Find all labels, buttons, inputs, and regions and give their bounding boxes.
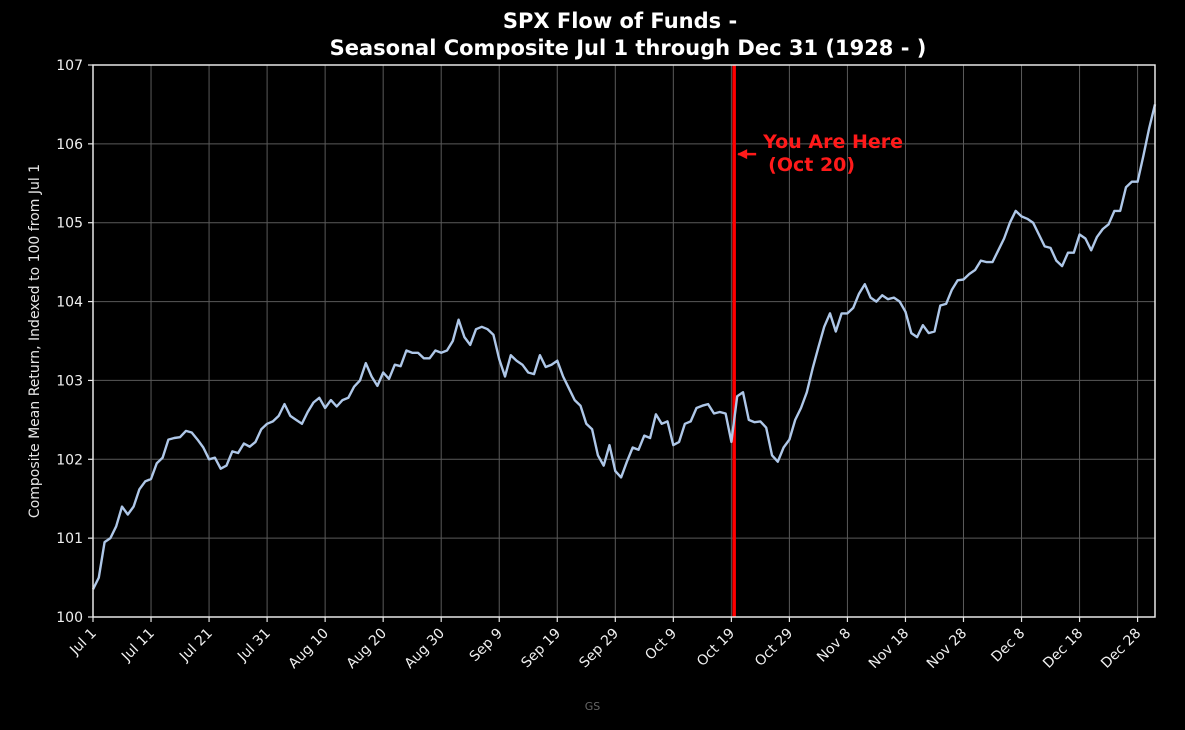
x-tick-label: Nov 8 [814,626,854,666]
y-tick-label: 105 [56,216,83,232]
annotation-text-line1: You Are Here [762,131,903,153]
x-tick-label: Dec 28 [1098,626,1144,672]
x-tick-label: Oct 29 [752,626,796,670]
x-tick-label: Nov 28 [924,626,970,672]
y-tick-label: 103 [56,373,83,389]
x-tick-label: Jul 11 [118,626,158,666]
series-line [91,104,1157,590]
y-tick-label: 102 [56,452,83,468]
watermark: GS [584,700,601,713]
x-tick-label: Jul 1 [66,626,99,659]
y-ticks: 100 101 102 103 104 105 106 107 [56,58,93,626]
grid [92,64,1155,618]
x-tick-label: Aug 20 [344,626,390,672]
chart-title-line2: Seasonal Composite Jul 1 through Dec 31 … [330,36,927,60]
y-tick-label: 106 [56,137,83,153]
x-tick-label: Sep 9 [467,626,506,665]
x-tick-label: Oct 19 [694,626,738,670]
y-tick-label: 104 [56,295,83,311]
annotation-arrow-head [737,149,748,160]
y-axis-label: Composite Mean Return, Indexed to 100 fr… [27,164,43,518]
y-tick-label: 107 [56,58,83,74]
x-tick-label: Sep 29 [576,626,622,672]
chart-title-line1: SPX Flow of Funds - [503,9,737,33]
x-tick-label: Jul 21 [176,626,216,666]
x-tick-label: Jul 31 [234,626,274,666]
x-ticks: Jul 1 Jul 11 Jul 21 Jul 31 Aug 10 Aug 20 Aug 3… [66,617,1144,672]
x-tick-label: Aug 30 [402,626,448,672]
x-tick-label: Dec 8 [988,626,1028,666]
x-tick-label: Aug 10 [286,626,332,672]
annotation: You Are Here(Oct 20) [737,131,903,176]
x-tick-label: Dec 18 [1040,626,1086,672]
y-tick-label: 100 [56,610,83,626]
plot-frame [92,64,1156,618]
x-tick-label: Oct 9 [642,626,680,664]
annotation-text-line2: (Oct 20) [768,154,855,176]
y-tick-label: 101 [56,531,83,547]
x-tick-label: Nov 18 [866,626,912,672]
x-tick-label: Sep 19 [518,626,564,672]
